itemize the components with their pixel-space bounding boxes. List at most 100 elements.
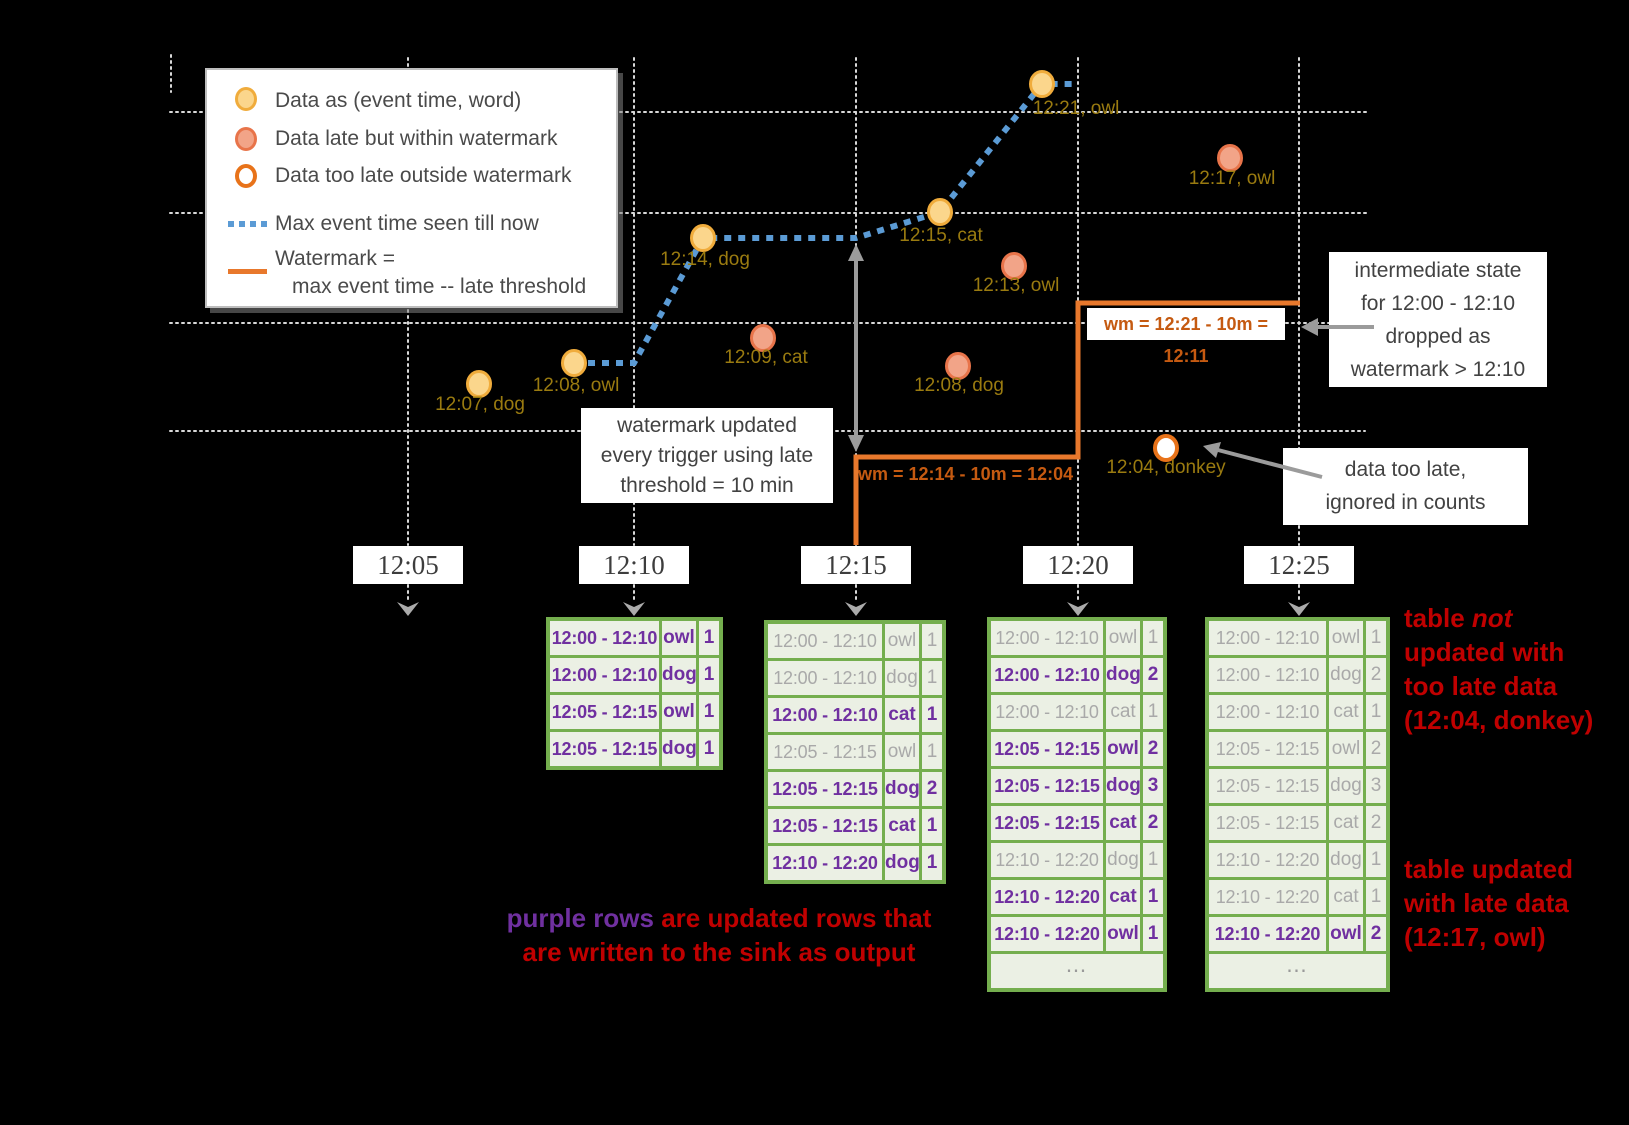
word-cell: owl (1106, 732, 1140, 766)
callout-line: watermark > 12:10 (1350, 358, 1526, 381)
legend-item-label: max event time -- late threshold (292, 275, 587, 298)
count-cell: 2 (1143, 806, 1163, 840)
table-row: 12:00 - 12:10 owl 1 (1209, 621, 1386, 655)
word-cell: dog (885, 772, 919, 806)
too-late-arrow (1203, 442, 1323, 479)
watermark-line (853, 300, 1300, 545)
note-line: table not (1404, 603, 1513, 633)
down-arrow-icon (845, 602, 867, 616)
data-points (466, 70, 1243, 462)
point-12-13-owl (1001, 252, 1027, 280)
trigger-gridlines (397, 57, 1310, 616)
window-cell: 12:10 - 12:20 (991, 843, 1103, 877)
count-cell: 1 (1143, 695, 1163, 729)
word-cell: cat (1106, 806, 1140, 840)
point-label: 12:15, cat (899, 225, 983, 246)
word-cell: cat (1329, 806, 1363, 840)
table-row: 12:05 - 12:15 dog 2 (768, 772, 942, 806)
point-12-17-owl (1217, 144, 1243, 172)
callout-line: threshold = 10 min (620, 474, 794, 497)
word-cell: cat (885, 698, 919, 732)
window-cell: 12:00 - 12:10 (991, 621, 1103, 655)
trigger-label-12-05: 12:05 (353, 546, 463, 584)
count-cell: 1 (1366, 880, 1386, 914)
word-cell: dog (1106, 658, 1140, 692)
count-cell: 1 (922, 809, 942, 843)
note-line: are written to the sink as output (522, 937, 916, 967)
count-cell: 1 (699, 658, 719, 692)
window-cell: 12:00 - 12:10 (550, 658, 659, 692)
word-cell: dog (1106, 843, 1140, 877)
count-cell: 1 (1366, 843, 1386, 877)
word-cell: owl (885, 624, 919, 658)
count-cell: 3 (1143, 769, 1163, 803)
table-row: 12:05 - 12:15 owl 1 (550, 695, 719, 729)
count-cell: 1 (699, 732, 719, 766)
count-cell: 2 (1366, 658, 1386, 692)
table-row: 12:05 - 12:15 owl 1 (768, 735, 942, 769)
table-row: 12:00 - 12:10 cat 1 (991, 695, 1163, 729)
table-row: 12:00 - 12:10 cat 1 (768, 698, 942, 732)
window-cell: 12:10 - 12:20 (1209, 917, 1326, 951)
word-cell: dog (885, 661, 919, 695)
count-cell: 1 (1143, 917, 1163, 951)
window-cell: 12:00 - 12:10 (1209, 695, 1326, 729)
intermediate-state-arrow (1301, 318, 1374, 336)
window-cell: 12:05 - 12:15 (1209, 732, 1326, 766)
table-row: 12:00 - 12:10 owl 1 (991, 621, 1163, 655)
purple-rows-note: purple rows are updated rows that are wr… (429, 901, 1009, 969)
point-12-04-donkey (1153, 434, 1179, 462)
window-cell: 12:10 - 12:20 (768, 846, 882, 880)
down-arrow-icon (397, 602, 419, 616)
point-12-09-cat (750, 324, 776, 352)
callout-line: dropped as (1385, 325, 1491, 348)
table-row: 12:10 - 12:20 owl 1 (991, 917, 1163, 951)
window-cell: 12:05 - 12:15 (768, 735, 882, 769)
watermark-line-icon (228, 269, 267, 274)
result-table-12-10: 12:00 - 12:10 owl 1 12:00 - 12:10 dog 1 … (546, 617, 723, 770)
word-cell: cat (1106, 880, 1140, 914)
table-row: 12:05 - 12:15 dog 3 (1209, 769, 1386, 803)
window-cell: 12:05 - 12:15 (1209, 806, 1326, 840)
table-row: 12:00 - 12:10 dog 2 (1209, 658, 1386, 692)
note-line: (12:04, donkey) (1404, 705, 1594, 735)
note-line: purple rows are updated rows that (506, 903, 932, 933)
word-cell: dog (662, 658, 696, 692)
point-label: 12:09, cat (724, 347, 808, 368)
point-12-14-dog (690, 224, 716, 252)
window-cell: 12:05 - 12:15 (550, 732, 659, 766)
point-12-07-dog (466, 370, 492, 398)
intermediate-state-callout: intermediate state for 12:00 - 12:10 dro… (1329, 252, 1547, 387)
result-table-12-25: 12:00 - 12:10 owl 1 12:00 - 12:10 dog 2 … (1205, 617, 1390, 992)
too-late-callout: data too late, ignored in counts (1283, 448, 1528, 525)
window-cell: 12:05 - 12:15 (550, 695, 659, 729)
point-label: 12:08, owl (532, 375, 620, 396)
count-cell: 2 (1143, 658, 1163, 692)
callout-line: data too late, (1344, 458, 1467, 481)
table-row: 12:05 - 12:15 cat 2 (991, 806, 1163, 840)
point-label: 12:21, owl (1032, 98, 1120, 119)
legend-item-label: Data too late outside watermark (275, 164, 572, 187)
down-arrow-icon (1067, 602, 1089, 616)
word-cell: owl (662, 695, 696, 729)
window-cell: 12:05 - 12:15 (768, 772, 882, 806)
count-cell: 1 (1366, 695, 1386, 729)
callout-line: watermark updated (617, 414, 797, 437)
count-cell: 3 (1366, 769, 1386, 803)
table-row: 12:10 - 12:20 dog 1 (991, 843, 1163, 877)
down-arrow-icon (623, 602, 645, 616)
window-cell: 12:10 - 12:20 (1209, 843, 1326, 877)
count-cell: 1 (1143, 880, 1163, 914)
watermark-updated-callout: watermark updated every trigger using la… (581, 408, 833, 503)
table-row: 12:00 - 12:10 cat 1 (1209, 695, 1386, 729)
count-cell: 2 (1366, 917, 1386, 951)
word-cell: owl (1329, 621, 1363, 655)
callout-line: every trigger using late (600, 444, 814, 467)
legend-item-label: Watermark = (275, 247, 395, 270)
point-12-08-owl (561, 349, 587, 377)
window-cell: 12:10 - 12:20 (991, 917, 1103, 951)
word-cell: owl (1329, 732, 1363, 766)
trigger-label-12-25: 12:25 (1244, 546, 1354, 584)
